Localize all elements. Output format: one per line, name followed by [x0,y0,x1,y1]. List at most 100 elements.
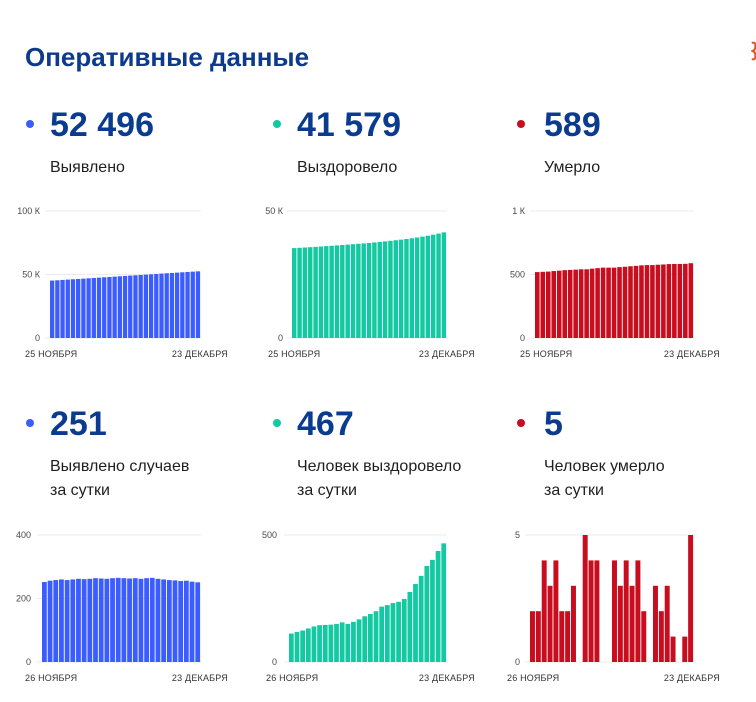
bar [294,632,300,662]
bar [76,578,81,662]
bar [110,578,115,662]
bar [565,611,571,662]
bar [430,234,436,338]
y-tick-label: 0 [26,657,31,667]
bar [329,245,334,338]
bar [195,271,201,338]
bar [658,611,664,662]
bar [148,274,154,338]
bar [650,265,655,338]
bar [682,636,688,662]
bar [107,276,112,338]
bar [688,535,694,662]
bar [356,243,361,338]
x-tick-label: 23 ДЕКАБРЯ [419,349,475,359]
bar [635,560,641,662]
chart-deaths-total: 0 500 1 К 25 НОЯБРЯ 23 ДЕКАБРЯ [510,206,720,359]
bar [81,278,86,338]
bar [414,237,420,338]
bar [91,277,96,338]
bar [350,244,356,338]
bar [535,611,541,662]
bar [195,582,201,662]
bar [86,278,91,338]
bar [149,577,155,662]
recovered-dot-icon [273,120,281,128]
bar [530,611,535,662]
bar [289,633,294,662]
y-tick-label: 200 [16,594,31,604]
bar [396,601,401,662]
bar [540,271,546,338]
bar [393,240,398,338]
bar [582,535,588,662]
stat-label: Выздоровело [297,156,397,180]
y-tick-label: 500 [510,270,525,280]
x-tick-label: 25 НОЯБРЯ [25,349,77,359]
bar [424,565,430,662]
cases-dot-icon [26,120,34,128]
bar [606,267,611,338]
page-title: Оперативные данные [25,42,310,72]
bar [644,265,650,338]
bar [64,580,70,662]
bar [155,578,161,662]
bar [128,275,133,338]
bar [407,591,413,662]
stat-label: Умерло [544,156,600,180]
bar [42,581,47,662]
stat-label: Человек выздоровело за сутки [297,455,461,503]
x-tick-label: 23 ДЕКАБРЯ [664,673,720,683]
bar [117,276,122,338]
bar [345,244,350,338]
bar [144,578,149,662]
bar [629,585,635,662]
chart-deaths-daily: 0 5 26 НОЯБРЯ 23 ДЕКАБРЯ [507,530,720,683]
x-tick-label: 26 НОЯБРЯ [507,673,559,683]
bar [345,623,351,662]
bar [670,636,676,662]
bar [655,264,661,338]
y-tick-label: 500 [262,530,277,540]
bar [420,236,425,338]
stat-label: Выявлено случаев за сутки [50,455,189,503]
bar [589,268,595,338]
bar [334,623,339,662]
y-tick-label: 0 [278,333,283,343]
bar [401,599,407,662]
bar [356,619,362,662]
stat-value: 251 [50,405,107,443]
chart-cases-total: 0 50 К 100 К 25 НОЯБРЯ 23 ДЕКАБРЯ [17,206,228,359]
y-tick-label: 1 К [512,206,526,216]
bar [556,270,562,338]
stat-value: 467 [297,405,354,443]
stat-label-line: за сутки [544,482,604,499]
bar [308,247,313,338]
bar [102,277,107,338]
bar [297,247,302,338]
bar [377,241,382,338]
bar [302,247,308,338]
x-tick-label: 26 НОЯБРЯ [25,673,77,683]
y-tick-label: 50 К [22,270,41,280]
bar [164,273,169,338]
bar [547,585,553,662]
bar [361,243,366,338]
chart-cases-daily: 0 200 400 26 НОЯБРЯ 23 ДЕКАБРЯ [16,530,228,683]
stat-label-line: Человек умерло [544,458,665,475]
bar [93,578,98,662]
stat-label: Выявлено [50,156,125,180]
bar [311,626,317,662]
bar [435,551,441,662]
bar [551,271,557,338]
y-tick-label: 5 [515,530,520,540]
bar [545,271,551,338]
x-tick-label: 25 НОЯБРЯ [520,349,572,359]
bar [340,245,345,338]
deaths-dot-icon [517,120,525,128]
bar [317,625,322,662]
bar [81,579,87,662]
bar [373,611,379,662]
bar [541,560,547,662]
y-tick-label: 400 [16,530,31,540]
